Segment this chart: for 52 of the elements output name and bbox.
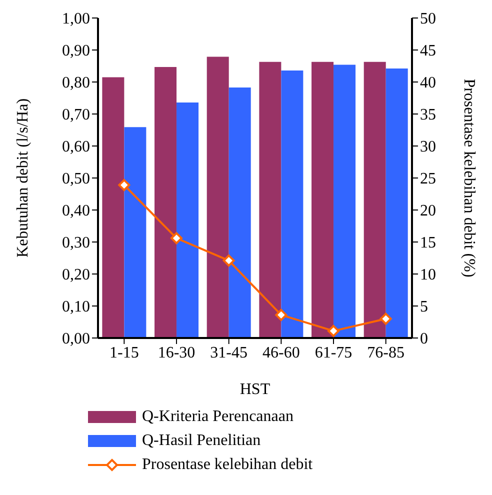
y2-tick-label: 50 xyxy=(420,10,436,28)
y2-tick-label: 20 xyxy=(420,202,436,220)
bar xyxy=(364,62,386,338)
x-tick-label: 61-75 xyxy=(314,344,352,362)
y2-tick-label: 15 xyxy=(420,234,436,252)
bar xyxy=(176,102,199,338)
y-tick-label: 0,60 xyxy=(62,138,90,156)
y-axis-title: Kebutuhan debit (l/s/Ha) xyxy=(14,98,32,258)
legend-label: Prosentase kelebihan debit xyxy=(142,456,313,474)
x-tick-label: 16-30 xyxy=(158,344,196,362)
y2-axis-title: Prosentase kelebihan debit (%) xyxy=(460,78,478,278)
y-tick-label: 0,50 xyxy=(62,170,90,188)
y-tick-label: 0,20 xyxy=(62,266,90,284)
y-tick-label: 0,00 xyxy=(62,330,90,348)
point xyxy=(170,232,182,244)
y-tick-label: 0,10 xyxy=(62,298,90,316)
y-tick-label: 0,90 xyxy=(62,42,90,60)
y2-tick-label: 25 xyxy=(420,170,436,188)
y2-tick-label: 45 xyxy=(420,42,436,60)
y2-tick-label: 40 xyxy=(420,74,436,92)
bar xyxy=(206,56,229,338)
bar xyxy=(102,77,124,338)
x-tick-label: 1-15 xyxy=(110,344,139,362)
bar xyxy=(259,62,282,338)
bar xyxy=(124,127,146,338)
bar xyxy=(228,87,251,338)
x-tick-label: 46-60 xyxy=(262,344,300,362)
y2-tick-label: 5 xyxy=(420,298,428,316)
point xyxy=(275,308,288,321)
y-tick-label: 0,40 xyxy=(62,202,90,220)
point xyxy=(328,324,340,337)
y2-tick-label: 30 xyxy=(420,138,436,156)
y2-tick-label: 10 xyxy=(420,266,436,284)
y-tick-label: 1,00 xyxy=(62,10,90,28)
bar xyxy=(154,66,177,338)
bar xyxy=(281,70,304,338)
bar xyxy=(386,68,408,338)
legend-label: Q-Hasil Penelitian xyxy=(142,432,261,450)
bar xyxy=(334,64,356,338)
x-tick-label: 31-45 xyxy=(210,344,248,362)
point xyxy=(222,254,235,267)
y2-tick-label: 0 xyxy=(420,330,428,348)
y-tick-label: 0,70 xyxy=(62,106,90,124)
point xyxy=(118,179,130,192)
legend-label: Q-Kriteria Perencanaan xyxy=(142,408,294,426)
bar xyxy=(312,62,334,338)
y-tick-label: 0,80 xyxy=(62,74,90,92)
y2-tick-label: 35 xyxy=(420,106,436,124)
point xyxy=(380,312,392,325)
x-axis-title: HST xyxy=(240,381,270,398)
x-tick-label: 76-85 xyxy=(367,344,404,362)
y-tick-label: 0,30 xyxy=(62,234,90,252)
